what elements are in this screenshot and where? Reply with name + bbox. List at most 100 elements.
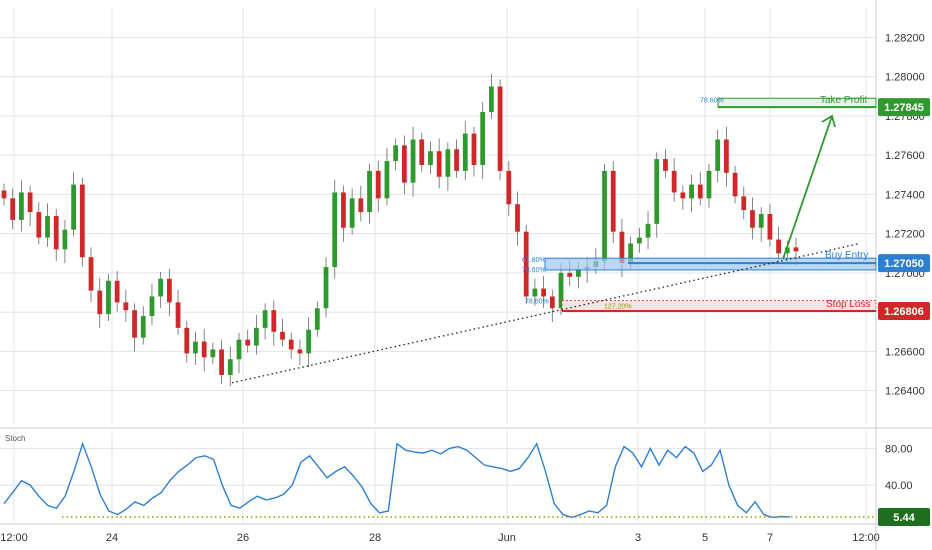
price-y-tick-label: 1.28200 bbox=[885, 32, 925, 44]
stop-loss-price-badge-bg bbox=[878, 301, 930, 320]
candle-body bbox=[619, 231, 625, 264]
candle-body bbox=[280, 331, 285, 340]
price-y-tick-label: 1.26400 bbox=[885, 386, 925, 398]
take-profit-price-badge: 1.27845 bbox=[884, 102, 924, 114]
candle-body bbox=[610, 170, 616, 232]
candle-body bbox=[341, 192, 346, 228]
candle-body bbox=[419, 139, 425, 165]
candle-body bbox=[306, 329, 312, 354]
candle-body bbox=[358, 198, 364, 213]
candle-body bbox=[776, 239, 781, 254]
stoch-value-badge-bg bbox=[878, 507, 930, 526]
price-y-tick-label: 1.26600 bbox=[885, 346, 925, 358]
take-profit-fib-label: 78.60% bbox=[700, 97, 724, 104]
x-tick-label: 26 bbox=[237, 532, 249, 544]
candle-body bbox=[663, 159, 668, 171]
buy-entry-price-badge: 1.27050 bbox=[884, 258, 924, 270]
candle-body bbox=[401, 145, 407, 183]
candle-body bbox=[36, 212, 42, 238]
candle-body bbox=[297, 349, 303, 354]
price-y-tick-label: 1.27600 bbox=[885, 150, 925, 162]
stoch-title: Stoch bbox=[5, 434, 25, 443]
candle-body bbox=[1, 190, 7, 199]
candle-body bbox=[515, 204, 520, 232]
candle-body bbox=[184, 327, 190, 354]
candle-body bbox=[245, 339, 251, 346]
candle-body bbox=[393, 145, 399, 162]
candle-body bbox=[166, 278, 172, 303]
candle-body bbox=[602, 170, 607, 262]
candle-body bbox=[262, 310, 268, 328]
candle-body bbox=[114, 280, 120, 303]
candle-body bbox=[149, 296, 155, 317]
candle-body bbox=[488, 86, 494, 112]
annotation-layer: Take Profit 78.60% Buy Entry 61.80% 78.60% St… bbox=[231, 95, 930, 526]
stop-loss-fib-label-1: 78.60% bbox=[525, 298, 549, 305]
candle-body bbox=[697, 184, 703, 199]
candle-body bbox=[254, 327, 259, 346]
candle-body bbox=[758, 214, 764, 228]
candle-body bbox=[132, 310, 137, 338]
x-tick-label: 12:00 bbox=[0, 532, 28, 544]
candle-body bbox=[471, 133, 477, 165]
stoch-value-badge: 5.44 bbox=[893, 512, 915, 524]
candle-body bbox=[271, 310, 277, 332]
stochastic-panel: Stoch bbox=[0, 430, 876, 522]
x-tick-label: 5 bbox=[702, 532, 708, 544]
candle-body bbox=[576, 268, 581, 277]
candle-body bbox=[375, 170, 381, 199]
stop-loss-fib-label-2: 127.20% bbox=[604, 303, 632, 310]
candle-body bbox=[27, 192, 33, 213]
candle-body bbox=[784, 247, 790, 254]
candle-body bbox=[227, 359, 233, 375]
candle-body bbox=[45, 216, 50, 238]
x-tick-label: 12:00 bbox=[852, 532, 880, 544]
price-y-tick-label: 1.27200 bbox=[885, 229, 925, 241]
candle-body bbox=[750, 210, 755, 228]
stoch-line bbox=[3, 441, 791, 519]
candle-body bbox=[558, 272, 564, 309]
candle-body bbox=[741, 196, 747, 211]
candle-body bbox=[454, 149, 459, 171]
buy-entry-label: Buy Entry bbox=[825, 250, 868, 261]
buy-entry-fib-label-1: 61.80% bbox=[522, 257, 546, 264]
candle-body bbox=[219, 349, 224, 375]
candle-body bbox=[715, 139, 721, 171]
candle-body bbox=[62, 229, 68, 250]
candle-body bbox=[53, 216, 59, 250]
candle-body bbox=[549, 296, 555, 309]
candle-body bbox=[680, 192, 686, 199]
candle-body bbox=[314, 308, 320, 330]
candle-body bbox=[523, 231, 529, 297]
candle-body bbox=[19, 192, 24, 220]
candle-body bbox=[410, 139, 416, 183]
candle-body bbox=[384, 161, 390, 199]
candle-body bbox=[436, 151, 442, 177]
candle-body bbox=[497, 86, 503, 171]
candle-body bbox=[428, 151, 433, 165]
candle-body bbox=[671, 170, 677, 193]
trendline bbox=[231, 242, 861, 384]
candle-body bbox=[10, 198, 16, 220]
stop-loss-price-badge: 1.26806 bbox=[884, 306, 924, 318]
x-tick-label: 24 bbox=[106, 532, 118, 544]
candle-body bbox=[158, 278, 164, 297]
candle-body bbox=[210, 349, 216, 358]
candle-body bbox=[462, 133, 468, 171]
x-tick-label: 7 bbox=[767, 532, 773, 544]
candle-body bbox=[79, 184, 85, 258]
candle-body bbox=[332, 192, 338, 268]
candle-body bbox=[654, 159, 660, 224]
candle-body bbox=[88, 257, 94, 291]
candle-body bbox=[636, 237, 642, 244]
candle-body bbox=[723, 139, 729, 173]
buy-entry-price-badge-bg bbox=[878, 254, 930, 273]
x-tick-label: 28 bbox=[369, 532, 381, 544]
candle-body bbox=[71, 184, 77, 230]
price-y-tick-label: 1.28000 bbox=[885, 72, 925, 84]
candle-body bbox=[140, 316, 146, 338]
candle-body bbox=[193, 341, 198, 354]
candle-body bbox=[480, 112, 486, 165]
